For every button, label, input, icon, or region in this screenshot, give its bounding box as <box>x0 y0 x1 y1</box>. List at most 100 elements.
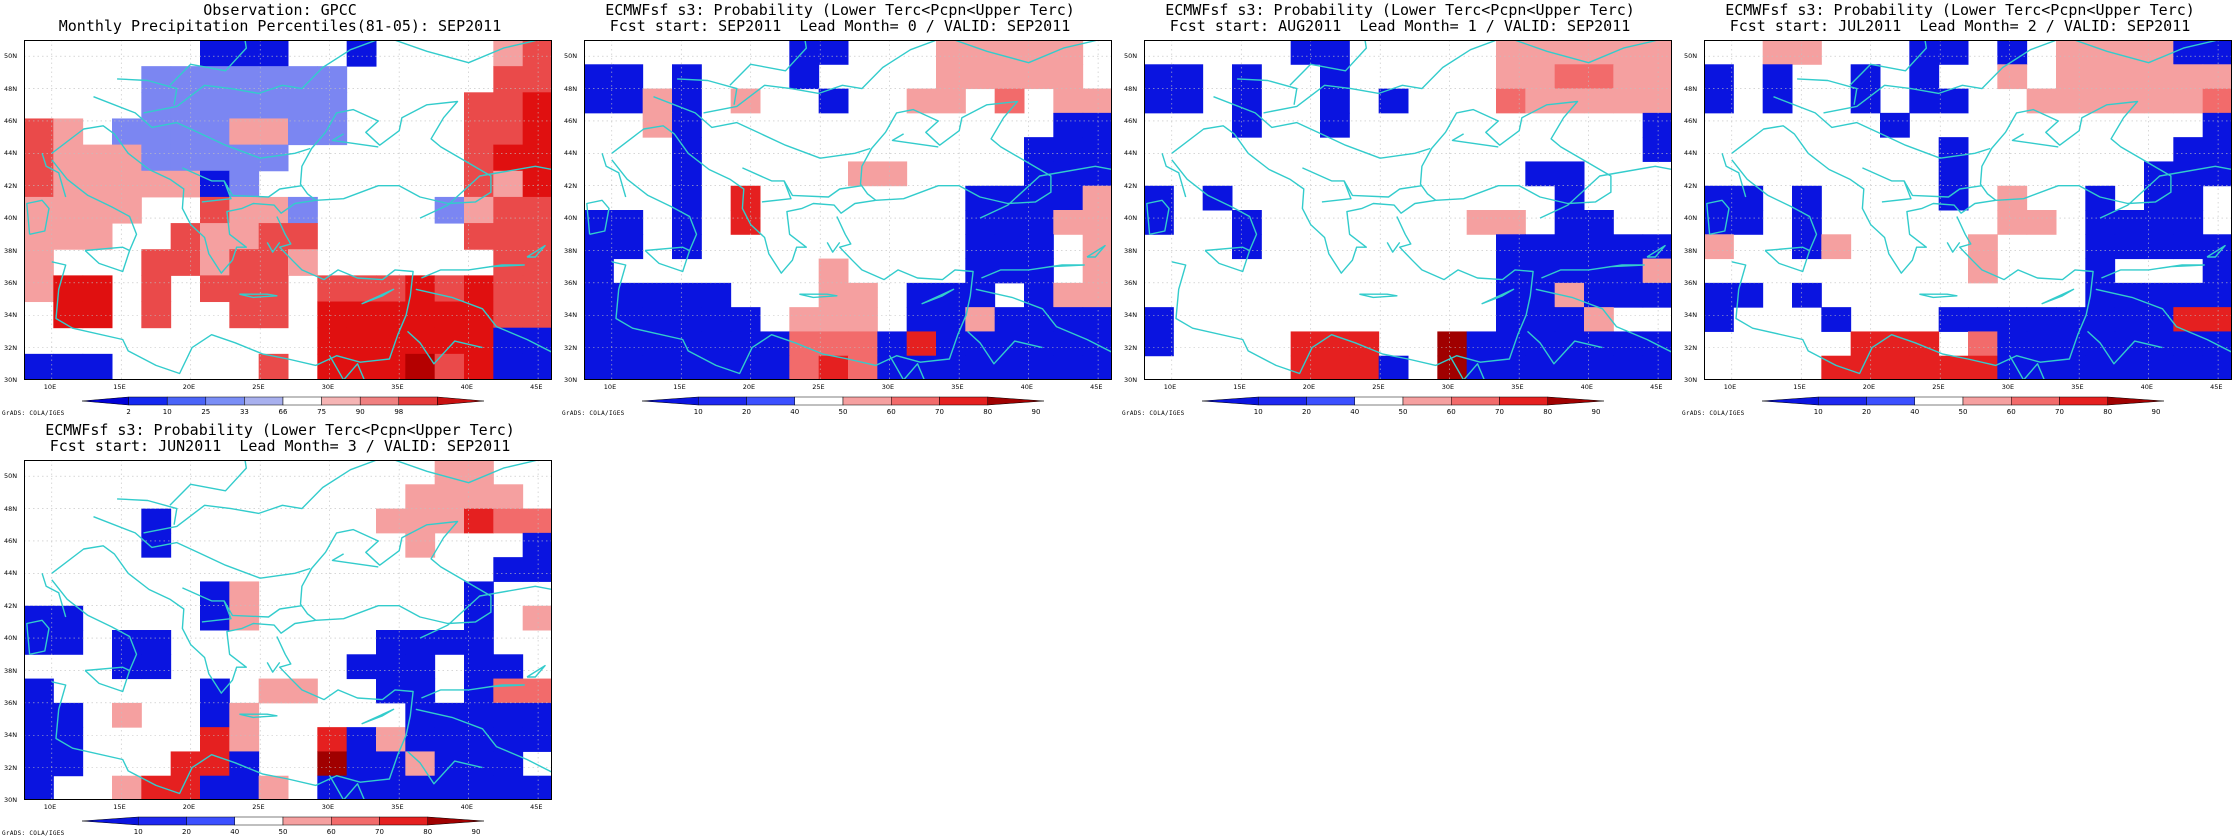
grid-cell <box>1024 210 1054 235</box>
panel-title: Observation: GPCC <box>203 1 357 19</box>
grid-cell <box>522 196 552 224</box>
grid-cell <box>258 92 289 119</box>
colorbar-swatch <box>1354 396 1404 406</box>
grid-cell <box>1053 112 1084 138</box>
grid-cell <box>2144 88 2174 114</box>
lat-tick-label: 40N <box>564 214 578 223</box>
grid-cell <box>1613 282 1644 308</box>
lat-tick-label: 46N <box>4 117 18 125</box>
grid-cell <box>522 249 552 276</box>
grid-cell <box>2173 307 2204 332</box>
grid-cell <box>2144 185 2174 211</box>
lat-tick-label: 30N <box>1684 376 1698 384</box>
grid-cell <box>200 118 230 146</box>
grid-cell <box>2202 88 2232 114</box>
grid-cell <box>936 331 966 357</box>
grid-cell <box>672 137 702 162</box>
grid-cell <box>493 275 524 303</box>
grid-cell <box>1082 331 1112 357</box>
grid-cell <box>1938 88 1969 114</box>
colorbar: 10 20 40 50 60 70 80 90 <box>82 816 484 836</box>
grid-cell <box>229 751 260 777</box>
coastline <box>26 460 552 800</box>
grid-cell <box>1173 88 1204 114</box>
lon-tick-label: 45E <box>1090 383 1103 391</box>
colorbar-swatch <box>138 816 187 826</box>
grid-cell <box>317 327 348 355</box>
grid-cell <box>141 654 172 680</box>
grid-cell <box>1144 331 1174 357</box>
colorbar-swatch <box>2059 396 2108 406</box>
grid-cell <box>1024 64 1054 90</box>
grid-cell <box>1613 258 1644 284</box>
grid-cell <box>818 40 849 65</box>
lat-tick-label: 48N <box>1684 84 1698 93</box>
panel-subtitle: Fcst start: AUG2011 Lead Month= 1 / VALI… <box>1169 17 1631 35</box>
colorbar-label: 70 <box>935 408 944 416</box>
grid-cell <box>405 630 436 655</box>
lon-tick-label: 10E <box>43 803 57 811</box>
grid-cell <box>522 508 552 534</box>
grid-cell <box>848 307 878 332</box>
coastline <box>26 40 552 380</box>
grid-cell <box>1082 355 1112 380</box>
grid-cell <box>464 727 494 752</box>
grid-cell <box>200 775 230 800</box>
lat-tick-label: 40N <box>4 214 18 223</box>
grid-cell <box>1704 88 1734 114</box>
grid-cell <box>1496 64 1526 90</box>
colorbar: 10 20 40 50 60 70 80 90 <box>1202 396 1604 416</box>
grid-cell <box>1554 234 1585 260</box>
grads-credit: GrADS: COLA/IGES <box>562 410 625 417</box>
grid-cell <box>789 355 820 380</box>
map-frame <box>24 460 552 800</box>
grid-cell <box>112 702 142 728</box>
grid-cell <box>82 223 113 250</box>
grid-cell <box>1320 112 1350 138</box>
grid-cell <box>24 702 54 728</box>
grid-cell <box>2202 331 2232 357</box>
lat-tick-label: 44N <box>4 149 18 158</box>
panel-forecast-lead3: ECMWFsf s3: Probability (Lower Terc<Pcpn… <box>0 420 560 840</box>
grid-cell <box>464 775 494 800</box>
grid-cell <box>613 64 644 90</box>
grid-cell <box>258 40 289 67</box>
grid-cell <box>317 92 348 119</box>
colorbar-swatch <box>82 396 129 406</box>
grid-cell <box>1584 40 1614 65</box>
grid-cell <box>994 88 1025 114</box>
lat-tick-label: 48N <box>1124 84 1138 93</box>
grid-cell <box>464 678 494 704</box>
grid-cell <box>1613 355 1644 380</box>
grid-cell <box>493 775 524 800</box>
grid-cell <box>2056 307 2086 332</box>
colorbar-swatch <box>2011 396 2060 406</box>
grid-cell <box>82 196 113 224</box>
grid-cell <box>405 484 436 510</box>
grid-cell <box>789 331 820 357</box>
grid-cell <box>434 327 465 355</box>
grid-cell <box>493 654 524 680</box>
lat-tick-label: 30N <box>4 796 18 804</box>
grid-cell <box>1792 210 1822 235</box>
grid-cell <box>2173 161 2204 187</box>
grid-cell <box>405 508 436 534</box>
colorbar-label: 10 <box>1254 408 1263 416</box>
grid-cell <box>1082 210 1112 235</box>
grid-cell <box>141 249 172 276</box>
grid-cell <box>2202 355 2232 380</box>
grid-cell <box>522 301 552 329</box>
grid-cell <box>493 557 524 582</box>
grid-cell <box>1466 210 1497 235</box>
grid-cell <box>434 702 465 728</box>
colorbar: 10 20 40 50 60 70 80 90 <box>1762 396 2164 416</box>
coastline <box>1146 40 1672 380</box>
colorbar-swatch <box>1202 396 1259 406</box>
grid-cell <box>464 460 494 485</box>
grid-cell <box>994 331 1025 357</box>
colorbar-label: 40 <box>1350 408 1359 416</box>
colorbar-label: 20 <box>1862 408 1871 416</box>
grid-cell <box>170 170 201 198</box>
grid-cell <box>24 249 54 276</box>
lon-tick-label: 10E <box>1723 383 1737 391</box>
